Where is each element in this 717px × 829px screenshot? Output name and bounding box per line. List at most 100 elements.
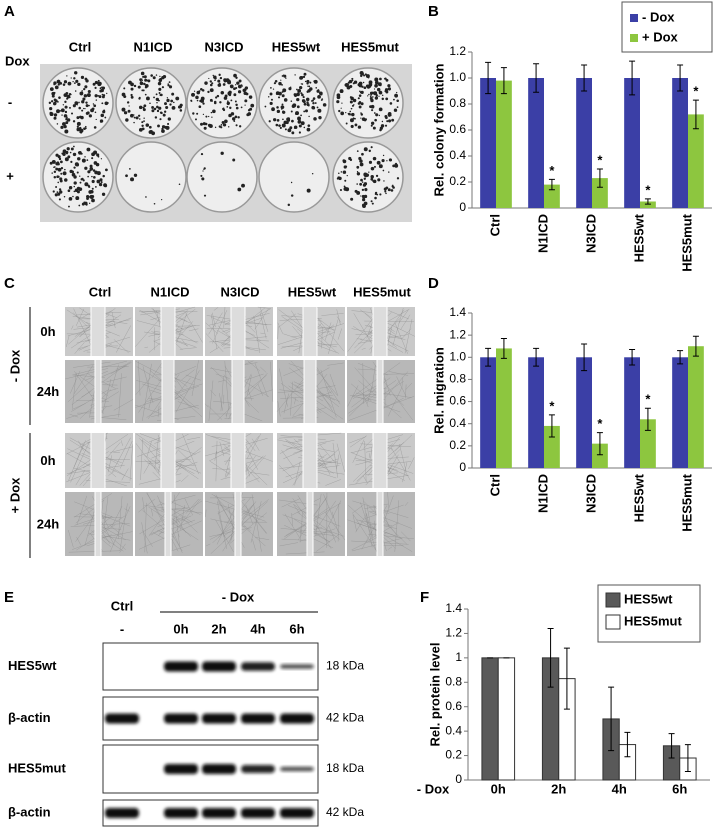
texture: [107, 455, 113, 473]
colony: [90, 108, 94, 113]
texture: [355, 514, 367, 533]
texture: [283, 393, 289, 414]
texture: [394, 500, 400, 552]
colony: [231, 86, 233, 89]
colony: [227, 91, 232, 96]
colony: [70, 93, 72, 96]
colony: [218, 125, 222, 128]
colony: [156, 102, 158, 104]
colony: [81, 100, 85, 104]
colony: [76, 104, 78, 106]
x-tick-label: N3ICD: [583, 474, 598, 513]
colony: [96, 153, 100, 157]
colony: [321, 98, 324, 100]
texture: [148, 492, 180, 537]
colony: [208, 124, 213, 128]
colony: [93, 126, 97, 129]
colony: [370, 175, 374, 179]
colony: [135, 116, 139, 120]
texture: [364, 503, 389, 510]
colony: [211, 82, 214, 85]
y-tick-label: 0.2: [449, 174, 466, 188]
colony: [53, 98, 57, 102]
texture: [170, 500, 203, 522]
colony: [100, 88, 104, 93]
colony: [141, 121, 144, 124]
texture: [181, 369, 195, 381]
colony: [381, 94, 384, 97]
y-tick-label: 0.8: [449, 372, 466, 386]
colony: [282, 74, 285, 76]
y-axis-label: Rel. colony formation: [431, 63, 446, 196]
colony: [146, 96, 150, 101]
column-label: N3ICD: [220, 284, 259, 299]
texture: [347, 313, 377, 352]
texture: [210, 510, 259, 554]
colony: [349, 96, 352, 99]
colony: [191, 92, 195, 97]
colony: [222, 83, 226, 86]
colony: [178, 183, 181, 186]
colony: [311, 99, 314, 102]
colony: [196, 99, 199, 102]
y-tick-label: 0.2: [449, 438, 466, 452]
colony: [297, 88, 302, 93]
texture: [96, 531, 133, 540]
texture: [109, 388, 119, 392]
texture: [227, 503, 232, 523]
colony: [371, 93, 373, 95]
colony: [248, 95, 253, 99]
colony: [70, 160, 73, 163]
texture: [277, 401, 281, 417]
colony: [302, 75, 306, 79]
colony: [66, 97, 69, 100]
colony: [151, 131, 156, 136]
texture: [76, 400, 109, 402]
colony: [318, 115, 322, 120]
colony: [342, 159, 347, 164]
colony: [209, 83, 213, 87]
blot-label: HES5wt: [8, 658, 57, 673]
legend-swatch: [605, 614, 621, 630]
colony: [138, 97, 141, 100]
colony: [392, 186, 395, 189]
colony: [336, 100, 340, 104]
colony: [344, 179, 347, 182]
x-tick-label: 0h: [491, 781, 506, 796]
texture: [400, 531, 411, 542]
colony: [66, 94, 71, 99]
colony: [138, 118, 141, 120]
colony: [79, 126, 82, 130]
colony: [212, 74, 215, 77]
texture: [238, 521, 266, 547]
colony: [224, 119, 228, 124]
colony: [352, 98, 357, 103]
colony: [68, 197, 73, 201]
x-tick-label: HES5mut: [679, 213, 694, 271]
bar: [496, 348, 512, 468]
colony: [62, 171, 67, 176]
colony: [360, 117, 362, 119]
colony: [233, 73, 237, 78]
bar: [528, 78, 544, 208]
blot-label: β-actin: [8, 804, 51, 819]
colony: [99, 178, 103, 182]
texture: [148, 459, 160, 471]
colony: [372, 180, 374, 182]
colony: [137, 114, 141, 117]
x-tick-label: HES5mut: [679, 473, 694, 531]
colony: [163, 110, 167, 113]
texture: [336, 454, 340, 470]
texture: [218, 379, 226, 383]
colony: [376, 87, 381, 92]
texture: [383, 381, 414, 421]
colony: [74, 90, 77, 92]
colony: [357, 83, 361, 87]
colony: [287, 128, 292, 133]
colony: [235, 84, 237, 86]
colony: [393, 98, 395, 101]
colony: [148, 125, 152, 129]
texture: [71, 325, 74, 330]
colony: [361, 188, 365, 192]
colony: [360, 113, 364, 116]
